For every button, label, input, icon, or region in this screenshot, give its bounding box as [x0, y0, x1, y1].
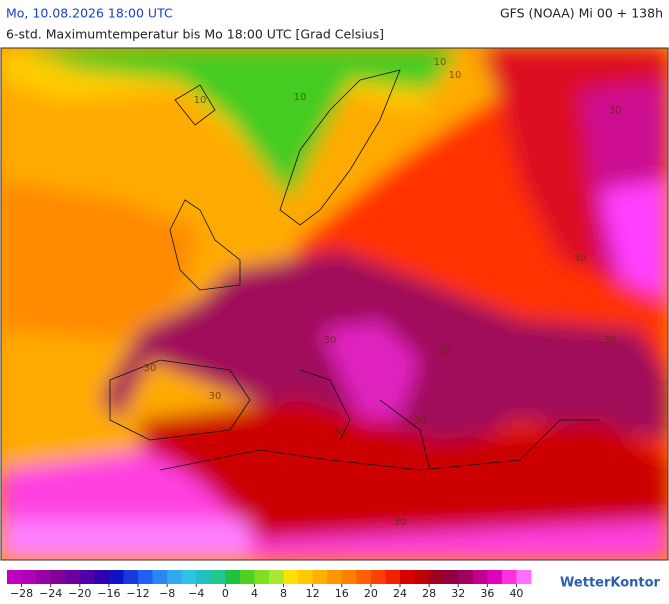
colorbar-segment: [327, 570, 343, 584]
colorbar-segment: [298, 570, 314, 584]
contour-label: 30: [394, 517, 407, 528]
colorbar-tick-label: −24: [39, 587, 62, 600]
contour-label: 30: [604, 335, 617, 346]
contour-label: 10: [449, 70, 462, 81]
colorbar-segment: [7, 570, 23, 584]
colorbar-segment: [370, 570, 386, 584]
subtitle: 6-std. Maximumtemperatur bis Mo 18:00 UT…: [6, 27, 384, 42]
colorbar-tick-label: −28: [10, 587, 33, 600]
colorbar-segment: [458, 570, 474, 584]
colorbar-tick-label: 4: [251, 587, 258, 600]
contour-label: 30: [574, 253, 587, 264]
colorbar-tick-label: −8: [159, 587, 175, 600]
colorbar-segment: [414, 570, 430, 584]
contour-label: 30: [414, 415, 427, 426]
colorbar-segment: [94, 570, 110, 584]
colorbar-segment: [312, 570, 328, 584]
map-frame: [0, 47, 669, 561]
date-label: Mo, 10.08.2026 18:00 UTC: [6, 6, 173, 21]
contour-label: 30: [334, 427, 347, 438]
coastlines: [109, 69, 600, 471]
colorbar-segment: [269, 570, 285, 584]
colorbar-tick-label: −4: [188, 587, 204, 600]
colorbar-tick-label: −12: [126, 587, 149, 600]
colorbar-segment: [341, 570, 357, 584]
colorbar-segment: [36, 570, 52, 584]
colorbar-segment: [181, 570, 197, 584]
colorbar-tick-label: 20: [364, 587, 378, 600]
colorbar-segment: [429, 570, 445, 584]
colorbar-segment: [239, 570, 255, 584]
colorbar-segment: [123, 570, 139, 584]
colorbar-segment: [283, 570, 299, 584]
brand-logo: WetterKontor: [560, 576, 661, 591]
contour-label: 30: [144, 363, 157, 374]
colorbar-tick-label: 32: [451, 587, 465, 600]
colorbar-tick-label: 0: [222, 587, 229, 600]
contour-label: 30: [209, 391, 222, 402]
colorbar-tick-label: 40: [509, 587, 523, 600]
colorbar-segment: [79, 570, 95, 584]
colorbar-tick-label: 24: [393, 587, 407, 600]
model-label: GFS (NOAA) Mi 00 + 138h: [500, 6, 663, 21]
colorbar-segment: [443, 570, 459, 584]
colorbar-segment: [210, 570, 226, 584]
colorbar-segment: [167, 570, 183, 584]
colorbar-tick-label: 36: [480, 587, 494, 600]
colorbar-segment: [254, 570, 270, 584]
colorbar-segment: [152, 570, 168, 584]
colorbar-segment: [487, 570, 503, 584]
colorbar-tick-label: −20: [68, 587, 91, 600]
colorbar-segment: [108, 570, 124, 584]
colorbar-segment: [196, 570, 212, 584]
colorbar-segment: [65, 570, 81, 584]
colorbar-tick-label: 16: [335, 587, 349, 600]
colorbar-tick-label: −16: [97, 587, 120, 600]
colorbar-segment: [516, 570, 532, 584]
colorbar-tick-label: 28: [422, 587, 436, 600]
colorbar-segment: [356, 570, 372, 584]
colorbar-tick-label: 12: [306, 587, 320, 600]
contour-label: 30: [609, 105, 622, 116]
contour-label: 10: [194, 95, 207, 106]
colorbar-segment: [21, 570, 37, 584]
colorbar-segment: [501, 570, 517, 584]
contour-label: 10: [434, 57, 447, 68]
contour-label: 30: [324, 335, 337, 346]
colorbar-segment: [400, 570, 416, 584]
colorbar-segment: [385, 570, 401, 584]
colorbar-segment: [472, 570, 488, 584]
colorbar-tick-label: 8: [280, 587, 287, 600]
contour-label: 10: [294, 92, 307, 103]
colorbar-segment: [138, 570, 154, 584]
colorbar-segment: [225, 570, 241, 584]
colorbar: −28 −24 −20 −16 −12 −8 −4 0 4 8 12 16 20 24 28 32 36 40: [7, 570, 532, 600]
colorbar-segment: [50, 570, 66, 584]
contour-label: 30: [439, 345, 452, 356]
